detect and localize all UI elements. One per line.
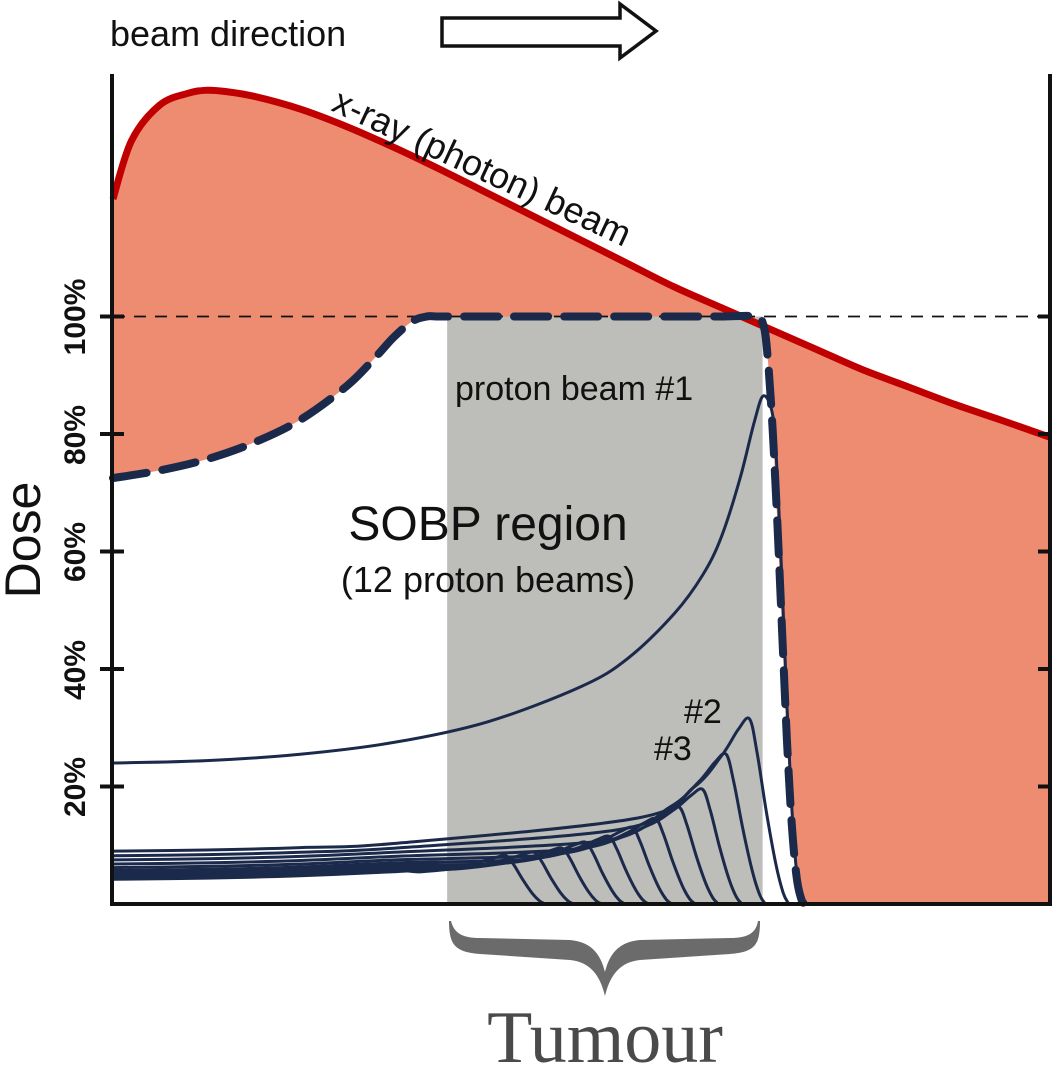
sobp-region-subtitle: (12 proton beams) [341, 559, 635, 600]
beam-direction-arrow-icon [440, 0, 659, 62]
proton-beam-2-line [112, 716, 791, 905]
tumour-brace-icon [449, 921, 760, 996]
beam-direction-label: beam direction [110, 13, 346, 54]
y-tick-labels: 20% 40% 60% 80% 100% [59, 279, 92, 817]
proton-beam-3-line [112, 751, 767, 905]
y-tick-label: 40% [59, 640, 92, 700]
y-ticks-group [100, 314, 1050, 789]
xray-dose-line [109, 86, 1051, 441]
proton-beam-4-line [112, 787, 744, 906]
y-axis-title: Dose [0, 482, 51, 599]
sobp-region-title: SOBP region [348, 498, 627, 551]
proton-beam-8-line [112, 834, 650, 906]
proton-beam-2-label: #2 [684, 693, 722, 731]
proton-beam-3-label: #3 [654, 730, 692, 768]
proton-beams-group [112, 394, 807, 906]
proton-beam-1-label: proton beam #1 [455, 370, 693, 408]
y-tick-label: 80% [59, 405, 92, 465]
proton-beam-5-line [112, 805, 720, 906]
y-tick-label: 60% [59, 522, 92, 582]
sobp-dose-line [109, 311, 819, 909]
proton-beam-9-line [112, 840, 626, 906]
proton-beam-6-line [112, 816, 697, 906]
y-tick-label: 20% [59, 757, 92, 817]
y-tick-label: 100% [59, 279, 92, 356]
proton-beam-7-line [112, 825, 673, 906]
proton-beam-12-line [112, 853, 547, 906]
x-axis-title-tumour: Tumour [487, 997, 723, 1079]
